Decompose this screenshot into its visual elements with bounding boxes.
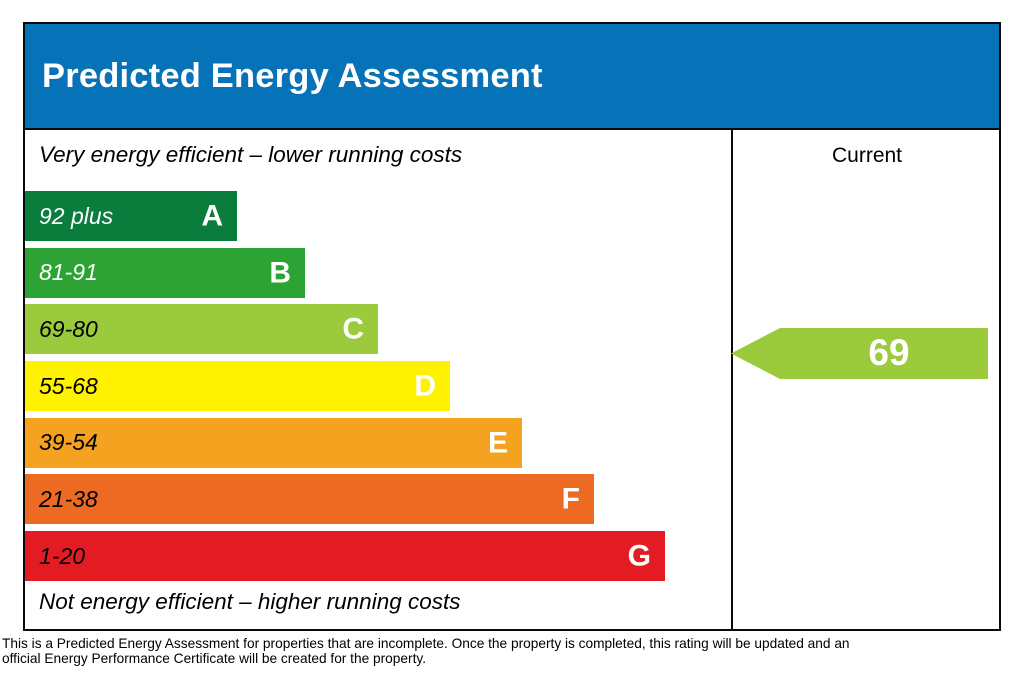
svg-text:69: 69 xyxy=(868,332,909,373)
